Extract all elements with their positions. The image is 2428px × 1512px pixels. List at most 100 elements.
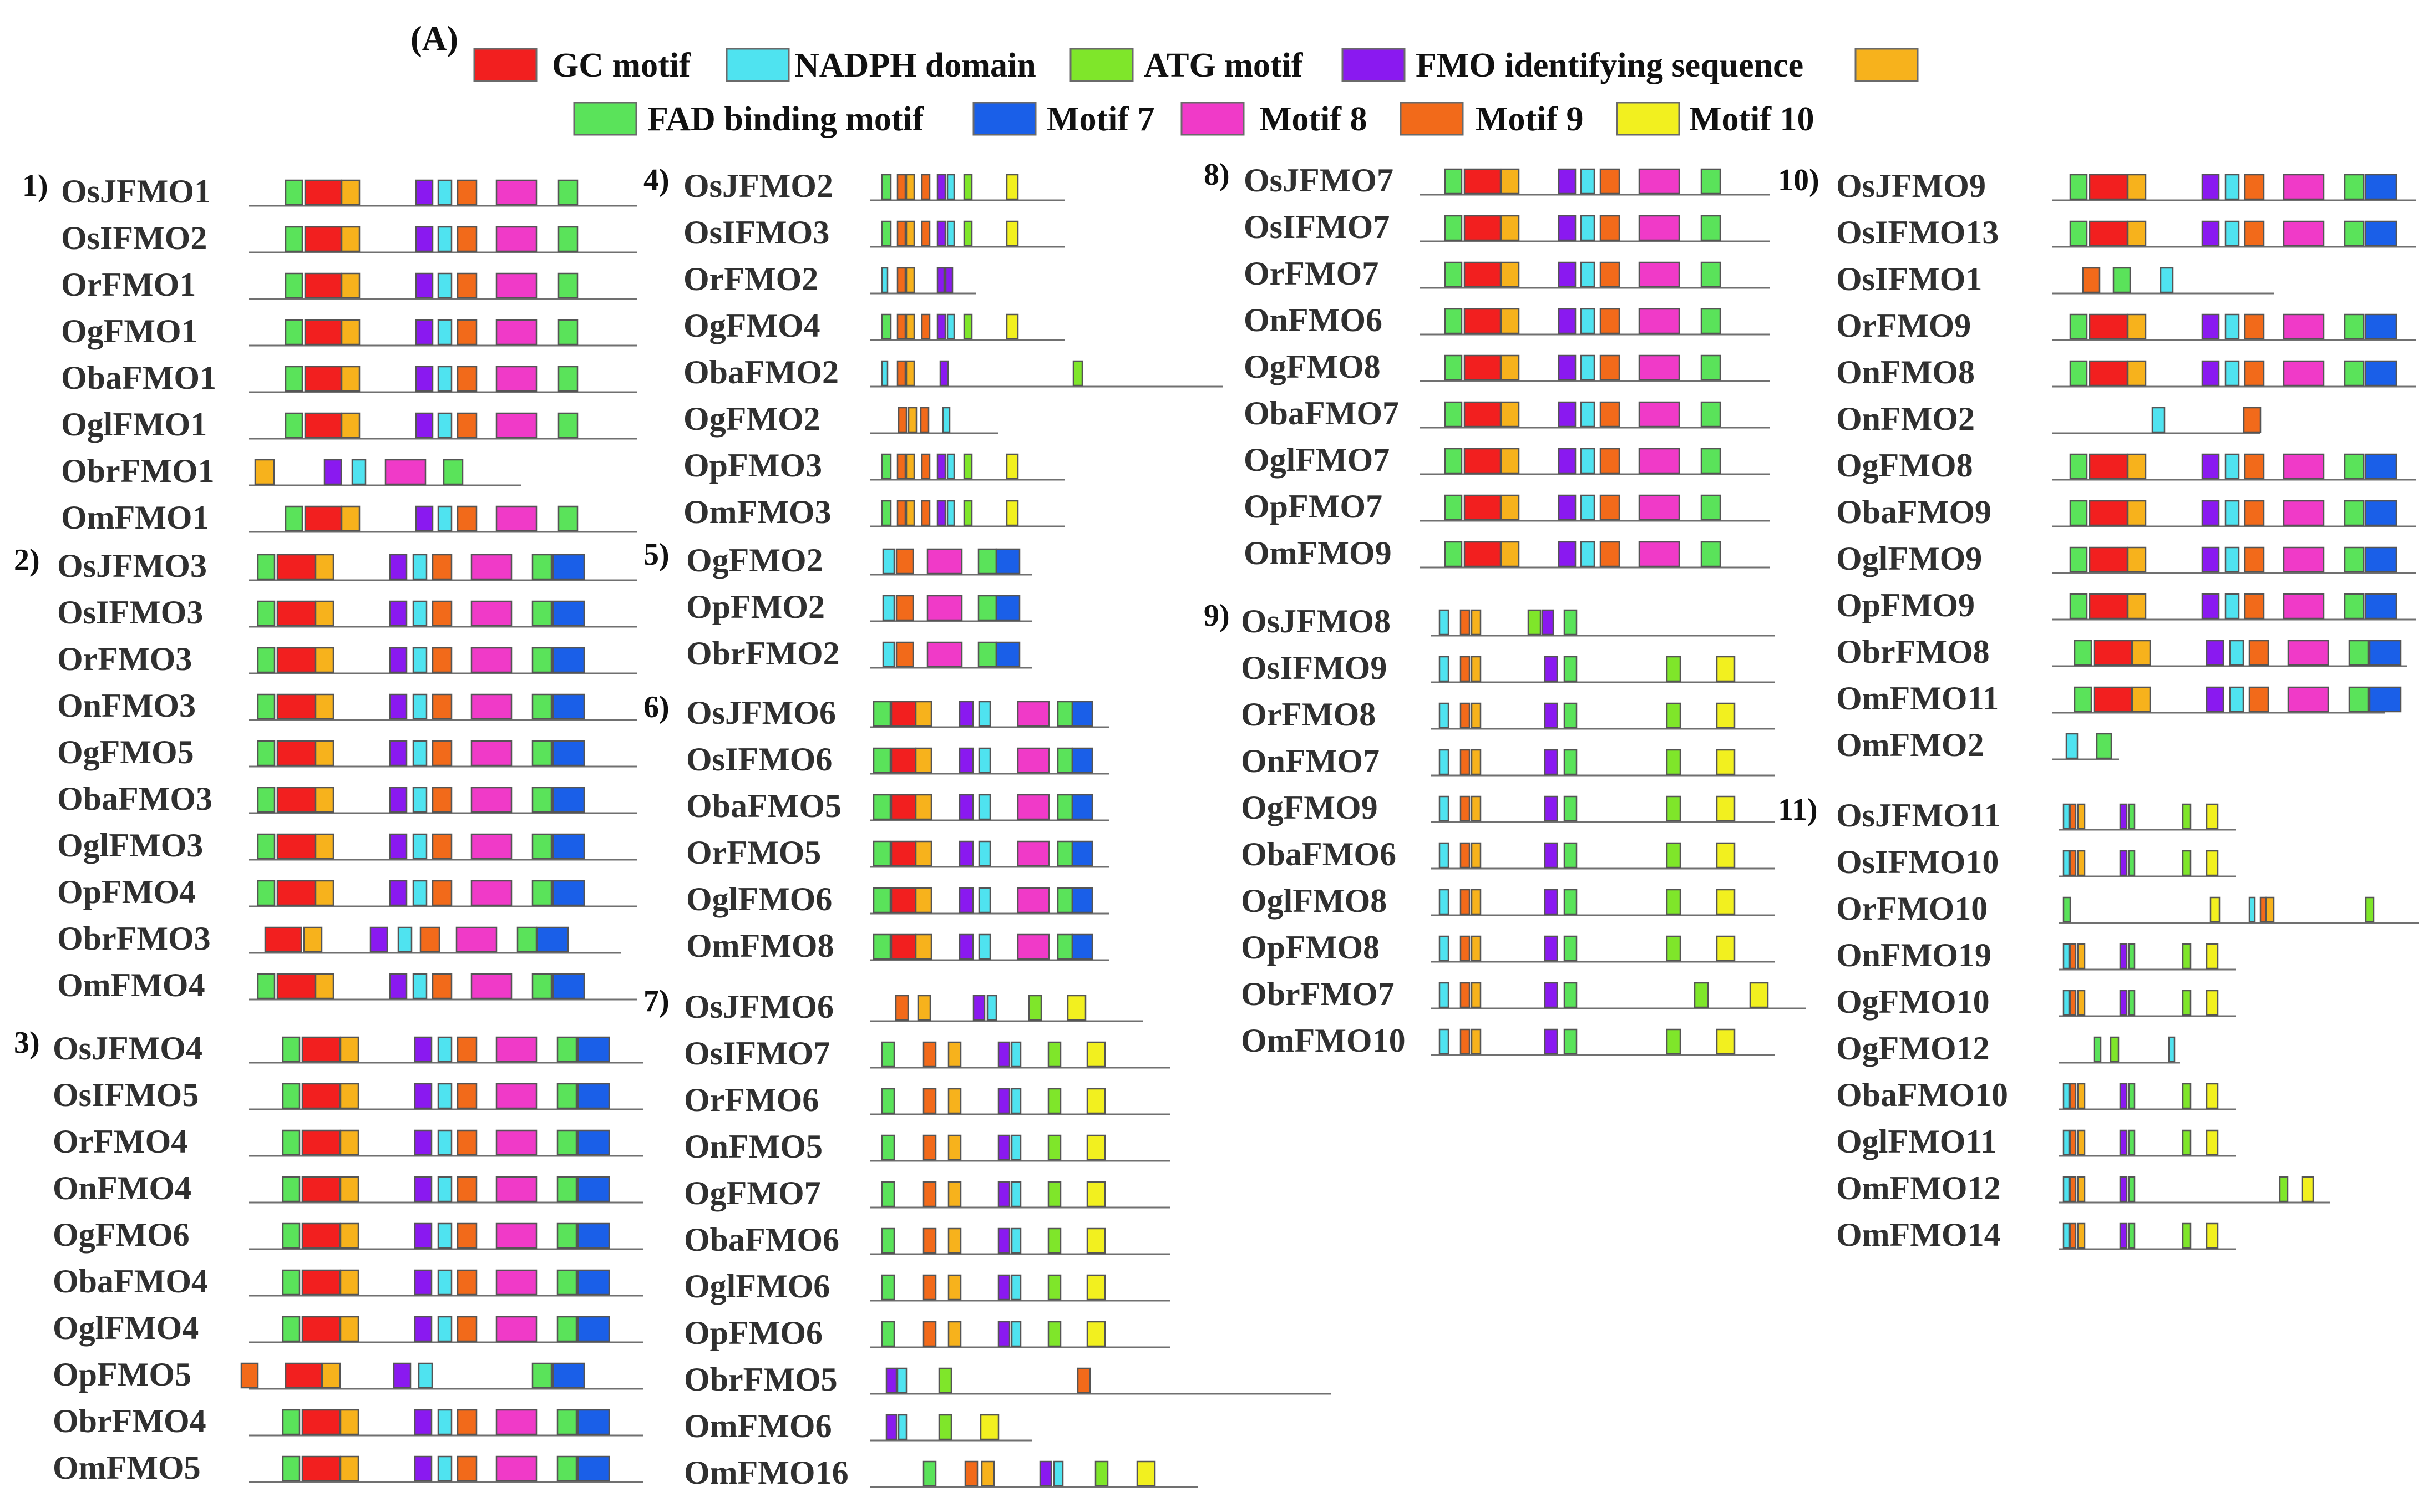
motif-nadph — [437, 319, 453, 346]
group-number: 5) — [643, 537, 670, 572]
motif-fad — [1057, 840, 1073, 867]
motif-nadph — [412, 787, 428, 813]
motif-fad — [1444, 448, 1463, 474]
motif-orange — [2077, 1176, 2086, 1203]
motif-fad — [1444, 308, 1463, 334]
gene-name: OmFMO16 — [684, 1454, 849, 1491]
motif-m7 — [995, 595, 1021, 621]
legend-swatch-m10 — [1616, 102, 1680, 136]
motif-m8 — [495, 366, 538, 392]
legend: GC motif NADPH domain ATG motif FMO identif… — [473, 47, 1919, 138]
motif-m9 — [2259, 896, 2267, 923]
motif-m8 — [495, 179, 538, 206]
gene-row: OmFMO16 — [684, 1454, 1198, 1491]
motif-fmo — [2119, 943, 2128, 970]
motif-nadph — [2062, 1222, 2070, 1249]
motif-fmo — [2201, 500, 2220, 526]
motif-fmo — [997, 1321, 1011, 1347]
motif-nadph — [1438, 889, 1449, 915]
motif-m10 — [1086, 1041, 1106, 1068]
gene-name: OrFMO9 — [1836, 307, 1971, 344]
motif-fad — [2069, 360, 2088, 387]
gene-name: OgFMO1 — [61, 313, 198, 349]
motif-fad — [531, 1362, 552, 1389]
gene-name: OsJFMO6 — [686, 694, 836, 731]
gene-name: OsIFMO5 — [53, 1077, 199, 1113]
gene-row: OsIFMO13 — [1836, 214, 2416, 251]
motif-m8 — [2283, 313, 2325, 340]
motif-m9 — [457, 1409, 478, 1435]
motif-fmo — [936, 267, 945, 293]
motif-fmo — [2119, 803, 2128, 830]
motif-fad — [531, 647, 552, 673]
gene-name: OsJFMO1 — [61, 173, 211, 210]
motif-m9 — [922, 1227, 937, 1254]
motif-m9 — [921, 220, 931, 247]
gene-row: OglFMO6 — [684, 1268, 1170, 1305]
gene-name: ObrFMO7 — [1241, 976, 1395, 1012]
motif-m8 — [1017, 794, 1050, 820]
motif-fad — [1444, 168, 1463, 195]
motif-fad — [285, 412, 303, 439]
motif-nadph — [437, 1409, 453, 1435]
motif-nadph — [1011, 1321, 1022, 1347]
motif-orange — [1471, 609, 1482, 636]
motif-atg — [1047, 1181, 1062, 1207]
motif-nadph — [1053, 1460, 1064, 1487]
motif-fmo — [972, 995, 986, 1021]
motif-fad — [557, 179, 579, 206]
motif-m8 — [1017, 701, 1050, 727]
motif-fad — [1563, 702, 1578, 729]
motif-orange — [341, 319, 361, 346]
motif-m8 — [1638, 354, 1680, 381]
motif-fmo — [389, 833, 408, 860]
gene-row: OpFMO6 — [684, 1315, 1170, 1351]
motif-m8 — [470, 647, 513, 673]
motif-nadph — [437, 1269, 453, 1296]
motif-orange — [947, 1227, 962, 1254]
motif-nadph — [2224, 360, 2240, 387]
legend-swatch-fmo — [1341, 48, 1406, 82]
motif-atg — [1094, 1460, 1109, 1487]
gene-name: OsIFMO2 — [61, 220, 207, 256]
gene-name: OrFMO1 — [61, 266, 196, 303]
gene-row: OrFMO2 — [683, 261, 976, 297]
motif-orange — [1471, 749, 1482, 775]
motif-nadph — [2248, 896, 2256, 923]
motif-atg — [2182, 1222, 2192, 1249]
motif-fad — [557, 319, 579, 346]
motif-m8 — [470, 554, 513, 580]
motif-m10 — [2206, 850, 2219, 876]
motif-fmo — [1558, 261, 1577, 288]
motif-fad — [873, 887, 891, 914]
group-8: 8) OsJFMO7 OsIFMO7 OrFMO7 OnFMO6 OgFMO8 ObaFMO… — [1204, 158, 1770, 571]
motif-m8 — [495, 1222, 538, 1249]
motif-fad — [1700, 541, 1721, 567]
gene-name: ObrFMO2 — [686, 635, 840, 672]
motif-fad — [881, 1134, 895, 1161]
motif-orange — [1500, 401, 1520, 428]
gene-name: OgFMO2 — [686, 542, 823, 579]
motif-fad — [282, 1316, 301, 1342]
motif-nadph — [437, 366, 453, 392]
motif-fad — [1700, 448, 1721, 474]
motif-m7 — [577, 1083, 610, 1109]
motif-orange — [254, 459, 275, 485]
motif-orange — [915, 933, 932, 960]
motif-atg — [2182, 850, 2192, 876]
motif-fad — [557, 272, 579, 299]
motif-m10 — [2206, 803, 2219, 830]
gene-name: OgFMO8 — [1836, 447, 1973, 484]
motif-orange — [339, 1316, 359, 1342]
motif-fad — [531, 833, 552, 860]
motif-m9 — [922, 1088, 937, 1114]
motif-nadph — [896, 1367, 908, 1394]
motif-orange — [2127, 174, 2147, 200]
motif-nadph — [946, 313, 955, 340]
motif-fad — [556, 1036, 577, 1063]
gene-name: OsIFMO9 — [1241, 650, 1387, 686]
motif-fad — [556, 1129, 577, 1156]
motif-orange — [339, 1222, 359, 1249]
gene-name: OsIFMO13 — [1836, 214, 1999, 251]
motif-nadph — [1438, 749, 1449, 775]
